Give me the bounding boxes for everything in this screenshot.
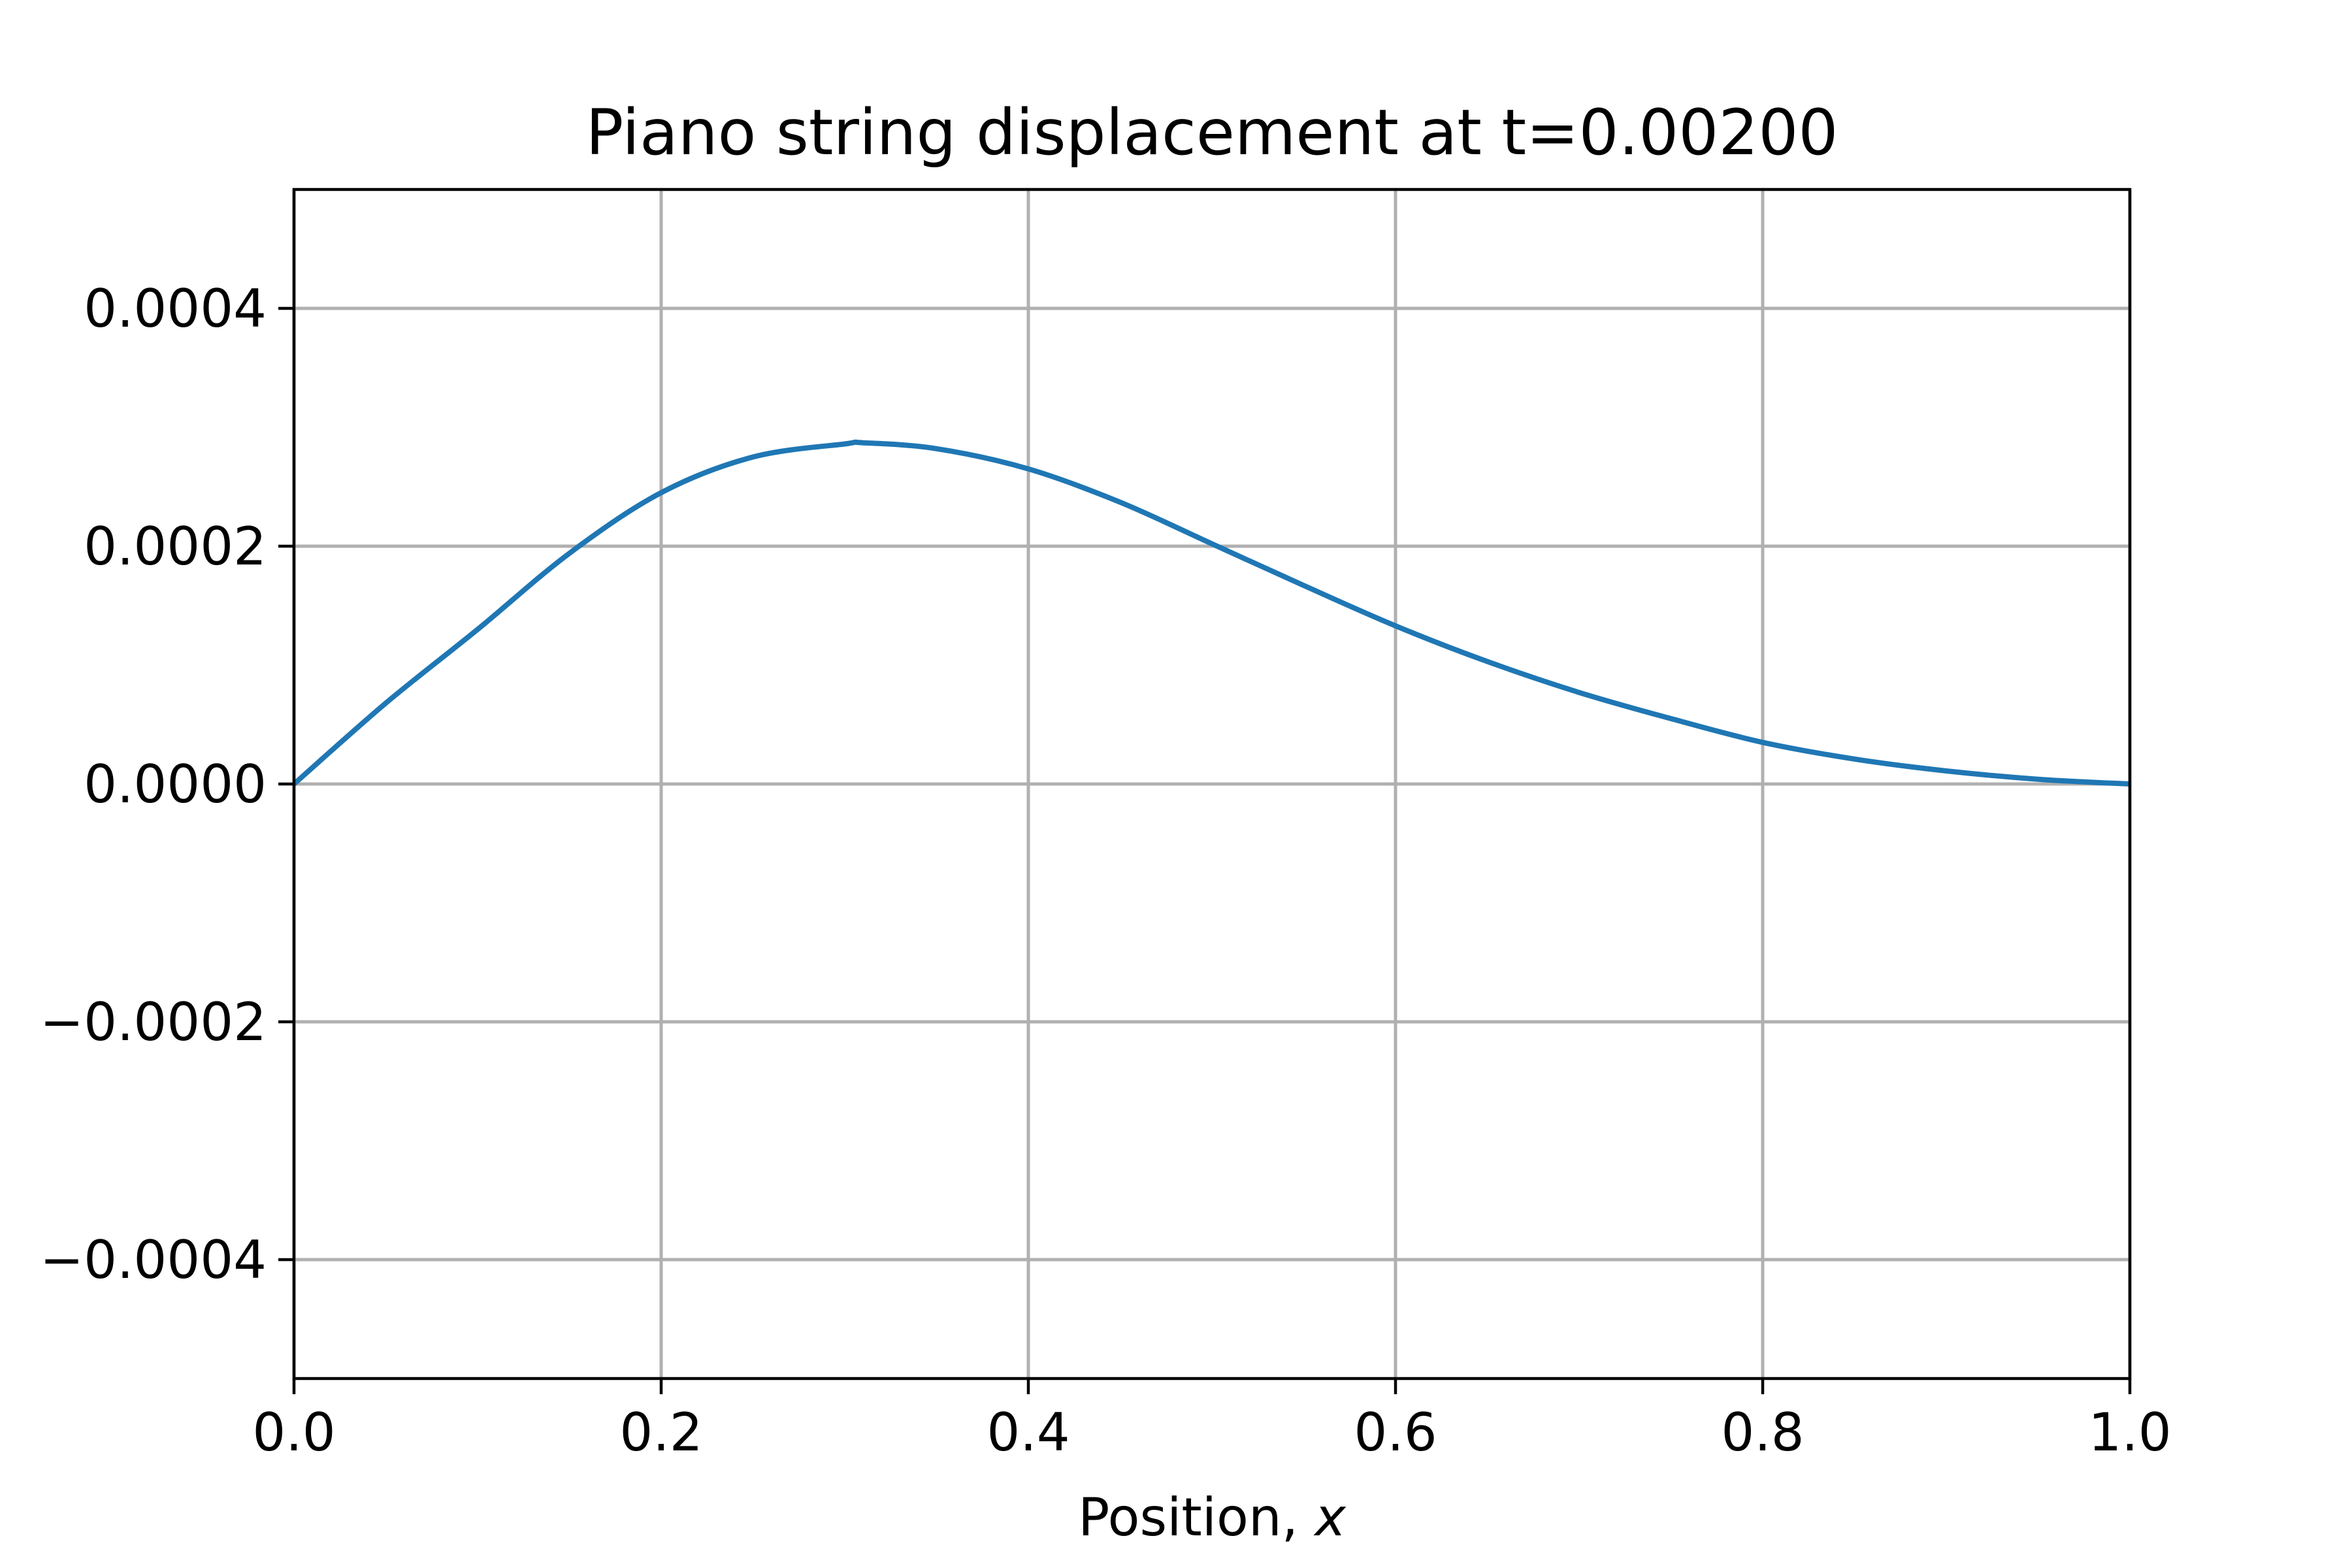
- series-layer: [292, 439, 2131, 787]
- x-tick-label: 0.6: [1354, 1402, 1437, 1463]
- x-tick-label: 0.8: [1721, 1402, 1804, 1463]
- x-tick-label: 0.2: [619, 1402, 702, 1463]
- y-tick-label: 0.0002: [84, 516, 267, 577]
- y-tick-label: 0.0004: [84, 278, 267, 339]
- x-axis-label: Position, x: [1078, 1487, 1347, 1548]
- x-tick-label: 0.0: [252, 1402, 335, 1463]
- x-axis-label-variable: x: [1313, 1487, 1347, 1548]
- series-line: [292, 439, 2131, 787]
- x-tick-label: 1.0: [2088, 1402, 2171, 1463]
- grid: [292, 189, 2132, 1379]
- chart-title: Piano string displacement at t=0.00200: [586, 96, 1838, 169]
- y-tick-label: 0.0000: [84, 754, 267, 815]
- ticks: 0.0 0.2 0.4 0.6 0.8 1.0 0.0004 0.0002 0.0000 −0.0…: [40, 278, 2172, 1463]
- x-axis-label-text: Position,: [1078, 1487, 1315, 1548]
- y-tick-label: −0.0002: [40, 992, 267, 1053]
- y-tick-label: −0.0004: [40, 1230, 267, 1290]
- x-tick-label: 0.4: [987, 1402, 1070, 1463]
